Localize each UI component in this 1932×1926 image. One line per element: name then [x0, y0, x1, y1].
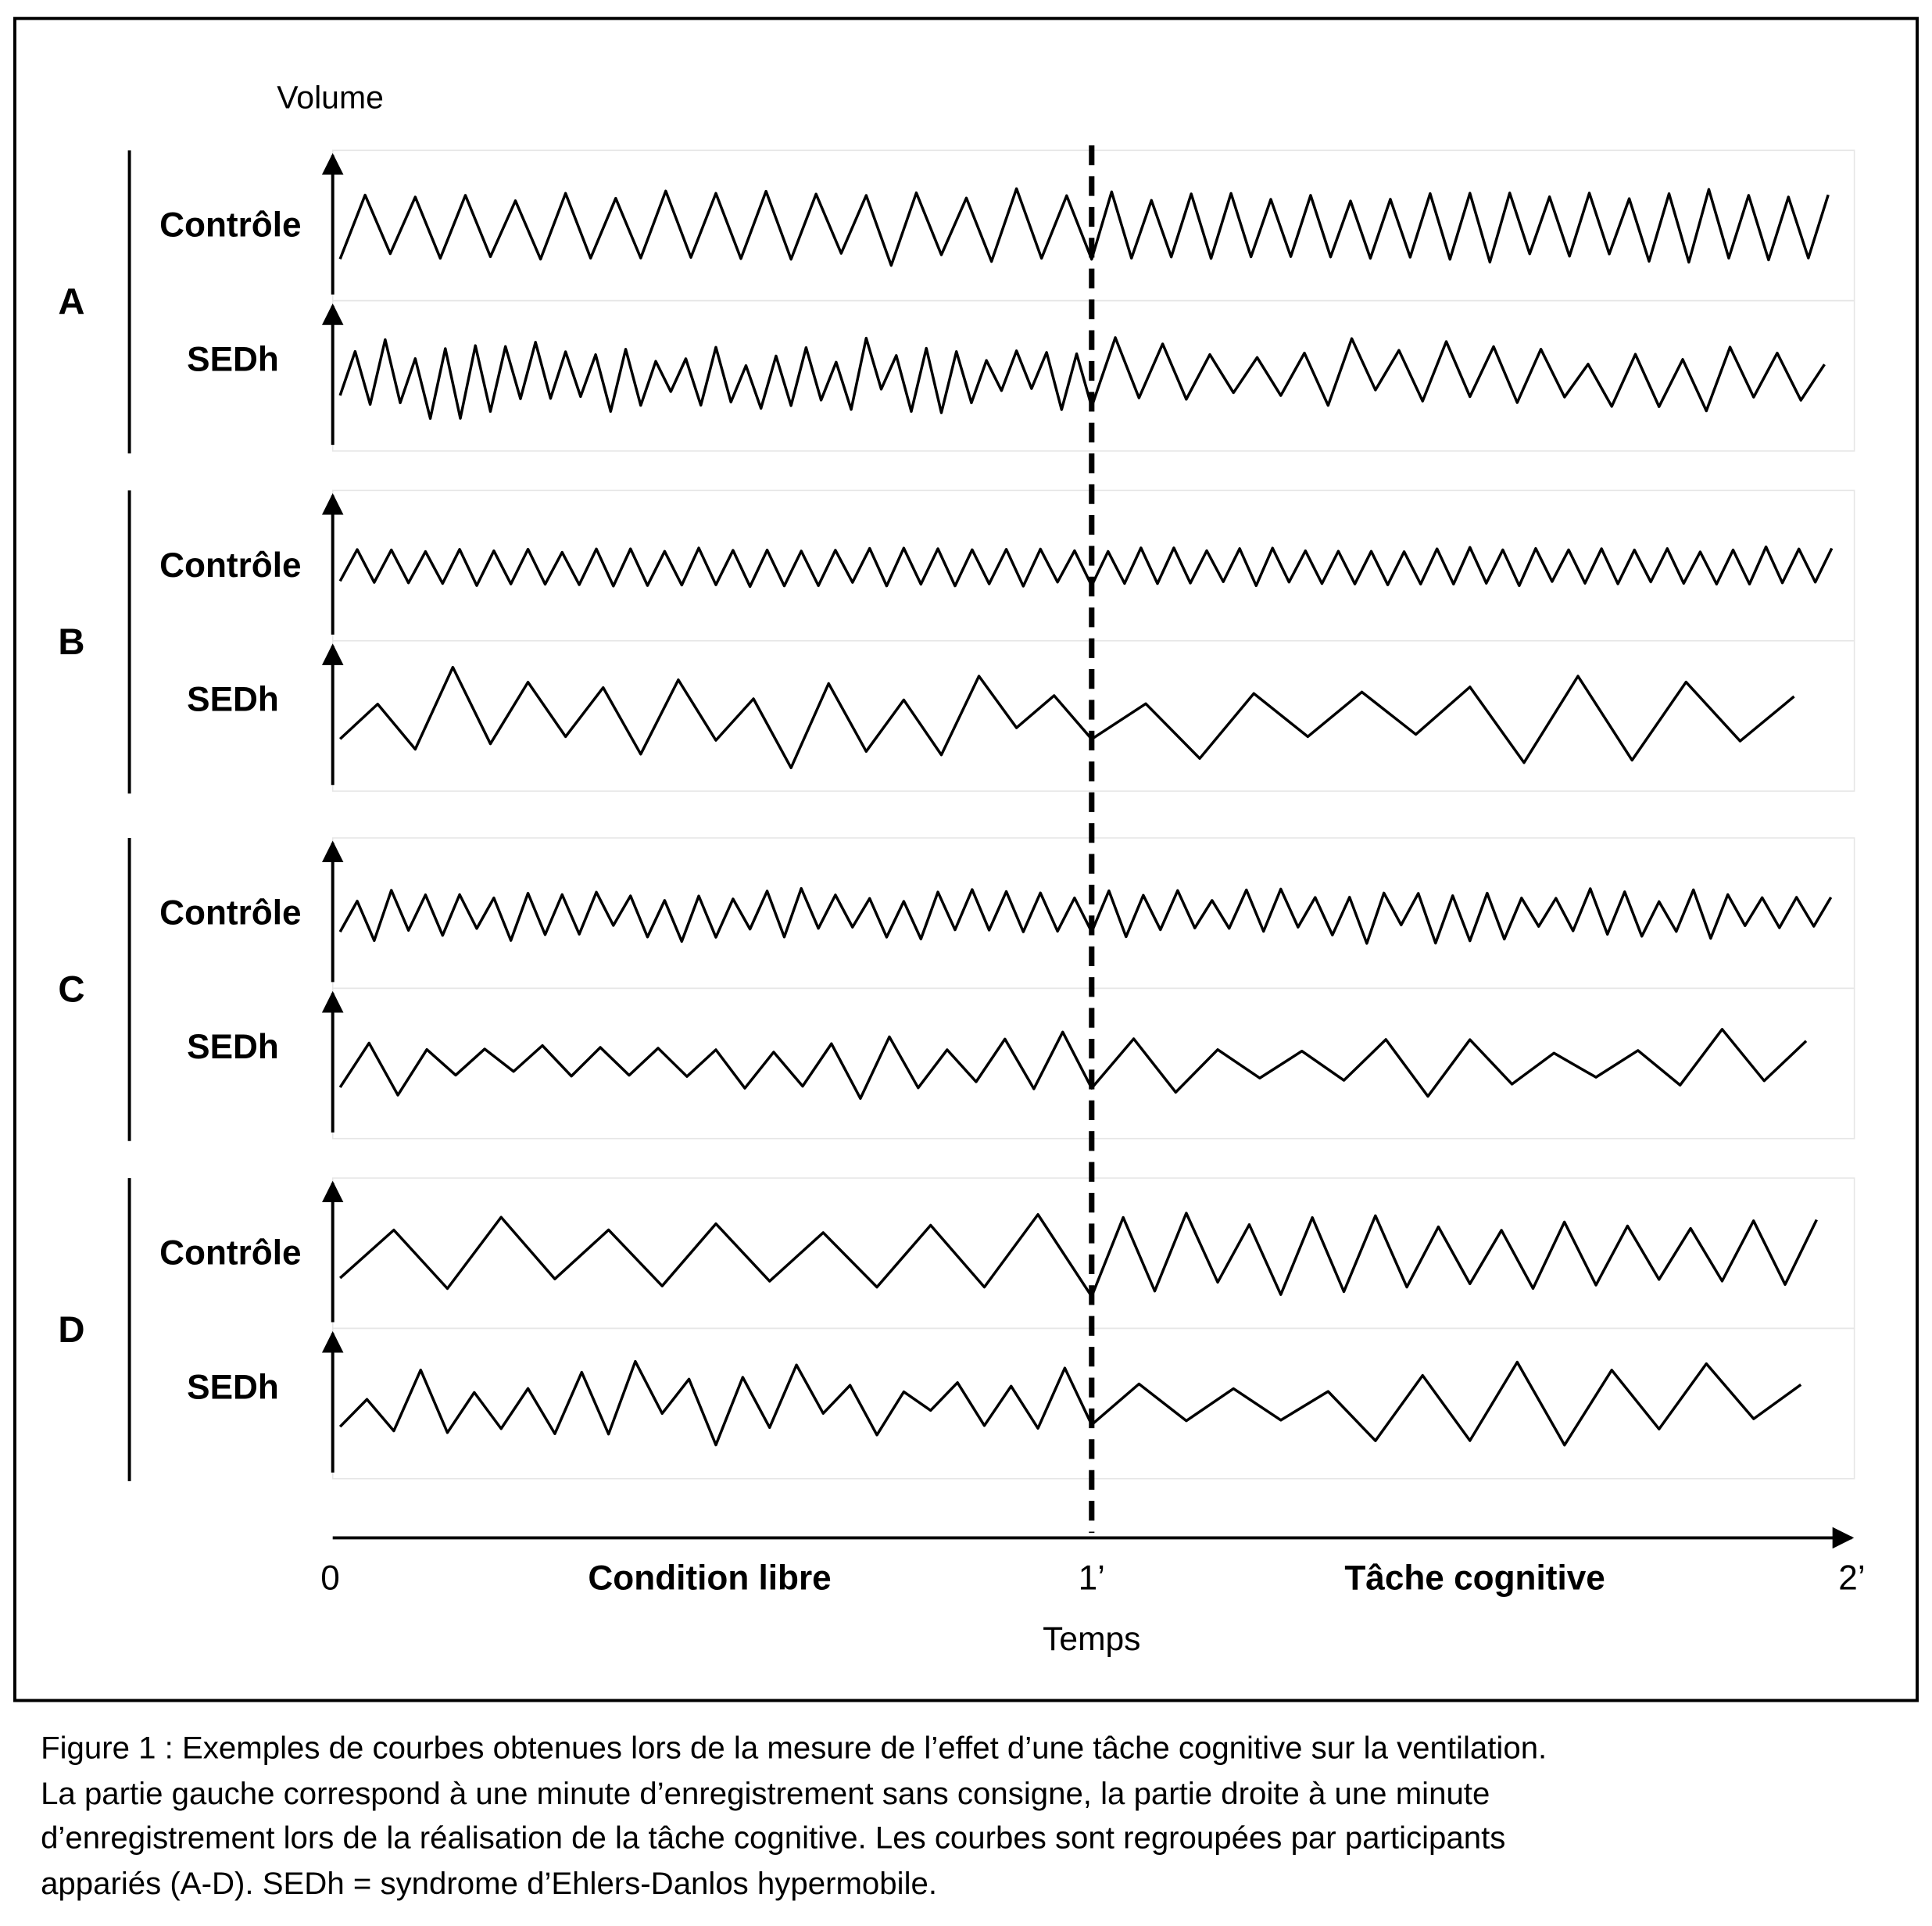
- row-label: SEDh: [187, 341, 279, 379]
- waveform: [339, 1212, 1818, 1298]
- group-label: B: [58, 621, 84, 663]
- row-label: SEDh: [187, 681, 279, 719]
- caption-line: appariés (A-D). SEDh = syndrome d’Ehlers…: [41, 1866, 937, 1901]
- tick-label: 0: [320, 1559, 340, 1598]
- segment-label: Condition libre: [588, 1559, 831, 1598]
- segment-label: Tâche cognitive: [1344, 1559, 1605, 1598]
- waveform: [338, 187, 1830, 267]
- x-axis-label: Temps: [1043, 1620, 1140, 1658]
- waveform: [338, 545, 1834, 589]
- row-label: SEDh: [187, 1368, 279, 1406]
- panels: A Contrôle SEDh B Contrôle SEDh C Contrôle SEDh D…: [58, 149, 1855, 1481]
- waveform: [338, 336, 1826, 421]
- caption-line: La partie gauche correspond à une minute…: [41, 1776, 1490, 1811]
- row-label: Contrôle: [159, 893, 301, 932]
- waveform: [338, 665, 1795, 770]
- frame: [13, 16, 1919, 1702]
- group-label: D: [58, 1309, 84, 1351]
- tick-label: 2’: [1838, 1559, 1865, 1598]
- tick-label: 1’: [1079, 1559, 1105, 1598]
- group-label: C: [58, 969, 84, 1011]
- waveform: [338, 1359, 1802, 1447]
- caption-line: d’enregistrement lors de la réalisation …: [41, 1820, 1505, 1856]
- caption: Figure 1 : Exemples de courbes obtenues …: [41, 1731, 1547, 1901]
- waveform: [338, 1028, 1808, 1100]
- caption-line: Figure 1 : Exemples de courbes obtenues …: [41, 1731, 1547, 1766]
- y-axis-label: Volume: [277, 80, 384, 116]
- group-label: A: [58, 281, 84, 323]
- row-label: Contrôle: [159, 546, 301, 585]
- row-label: Contrôle: [159, 206, 301, 245]
- row-label: SEDh: [187, 1028, 279, 1066]
- row-label: Contrôle: [159, 1233, 301, 1272]
- waveform: [338, 886, 1833, 945]
